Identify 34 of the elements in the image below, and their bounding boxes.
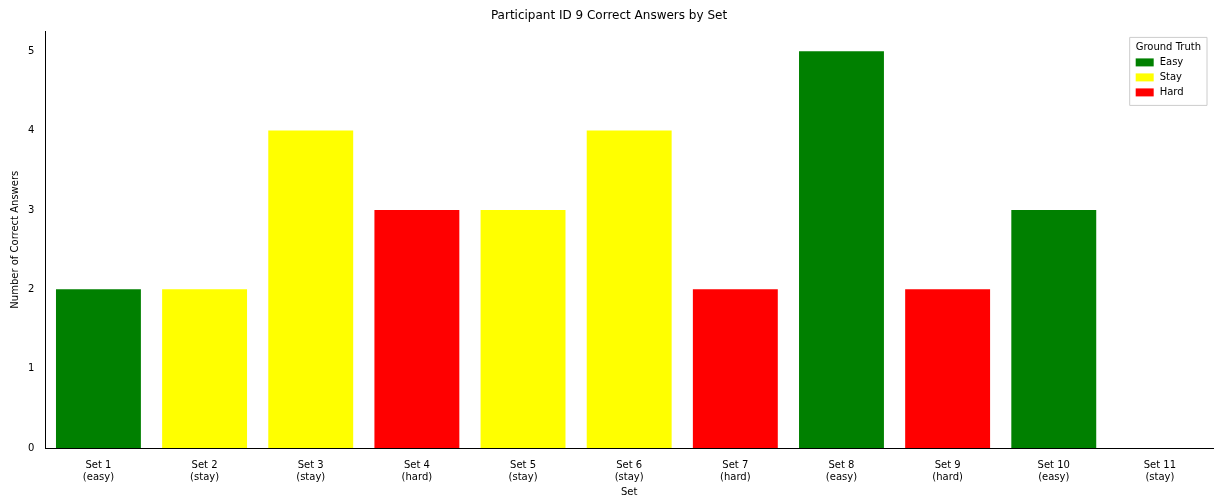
- bar: [268, 130, 354, 448]
- x-tick-label: Set 9 (hard): [932, 458, 963, 482]
- legend-label: Easy: [1159, 55, 1184, 67]
- bar: [905, 289, 991, 448]
- y-tick-label: 0: [27, 441, 35, 453]
- bar: [55, 289, 141, 448]
- x-tick-label: Set 2 (stay): [190, 458, 220, 482]
- bar: [799, 51, 884, 448]
- x-tick-label: Set 8 (easy): [825, 458, 858, 482]
- y-tick-label: 1: [27, 362, 35, 374]
- y-tick-label: 2: [27, 282, 35, 294]
- y-axis-title: Number of Correct Answers: [8, 170, 20, 309]
- y-tick-label: 4: [27, 124, 35, 136]
- x-tick-label: Set 11 (stay): [1143, 458, 1177, 482]
- x-tick-label: Set 1 (easy): [82, 458, 115, 482]
- x-tick-label: Set 5 (stay): [508, 458, 538, 482]
- x-tick-label: Set 6 (stay): [614, 458, 644, 482]
- x-tick-label: Set 4 (hard): [401, 458, 433, 482]
- bar: [374, 209, 460, 448]
- x-axis-title: Set: [620, 485, 638, 497]
- x-tick-label: Set 7 (hard): [720, 458, 751, 482]
- bar: [480, 209, 566, 448]
- legend-title: Ground Truth: [1135, 40, 1201, 52]
- bar: [162, 289, 248, 448]
- chart-title: Participant ID 9 Correct Answers by Set: [490, 8, 728, 23]
- bar: [586, 130, 672, 448]
- bar: [1011, 209, 1097, 448]
- y-tick-label: 5: [27, 44, 35, 56]
- x-tick-label: Set 10 (easy): [1037, 458, 1070, 482]
- legend-label: Hard: [1159, 85, 1184, 97]
- x-tick-label: Set 3 (stay): [296, 458, 326, 482]
- bar: [692, 289, 778, 448]
- y-tick-label: 3: [27, 203, 35, 215]
- legend-label: Stay: [1159, 70, 1183, 82]
